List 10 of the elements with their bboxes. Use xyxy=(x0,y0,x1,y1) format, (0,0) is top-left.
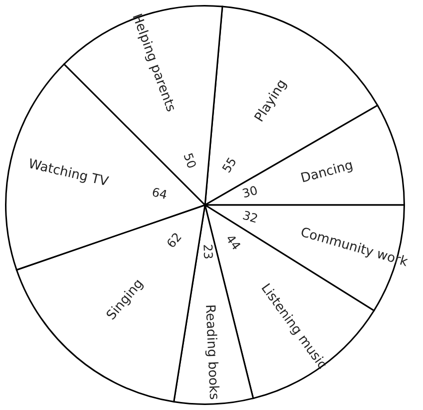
data-label: 44 xyxy=(223,232,244,253)
data-label: 30 xyxy=(240,183,260,201)
slice-label: Dancing xyxy=(299,158,355,186)
data-label: 50 xyxy=(180,151,199,170)
slice-label: Reading books xyxy=(202,304,222,400)
data-label: 64 xyxy=(150,185,169,202)
data-label: 32 xyxy=(240,208,260,226)
data-label: 55 xyxy=(219,154,240,176)
data-label: 62 xyxy=(164,230,185,251)
data-label: 23 xyxy=(200,244,216,260)
